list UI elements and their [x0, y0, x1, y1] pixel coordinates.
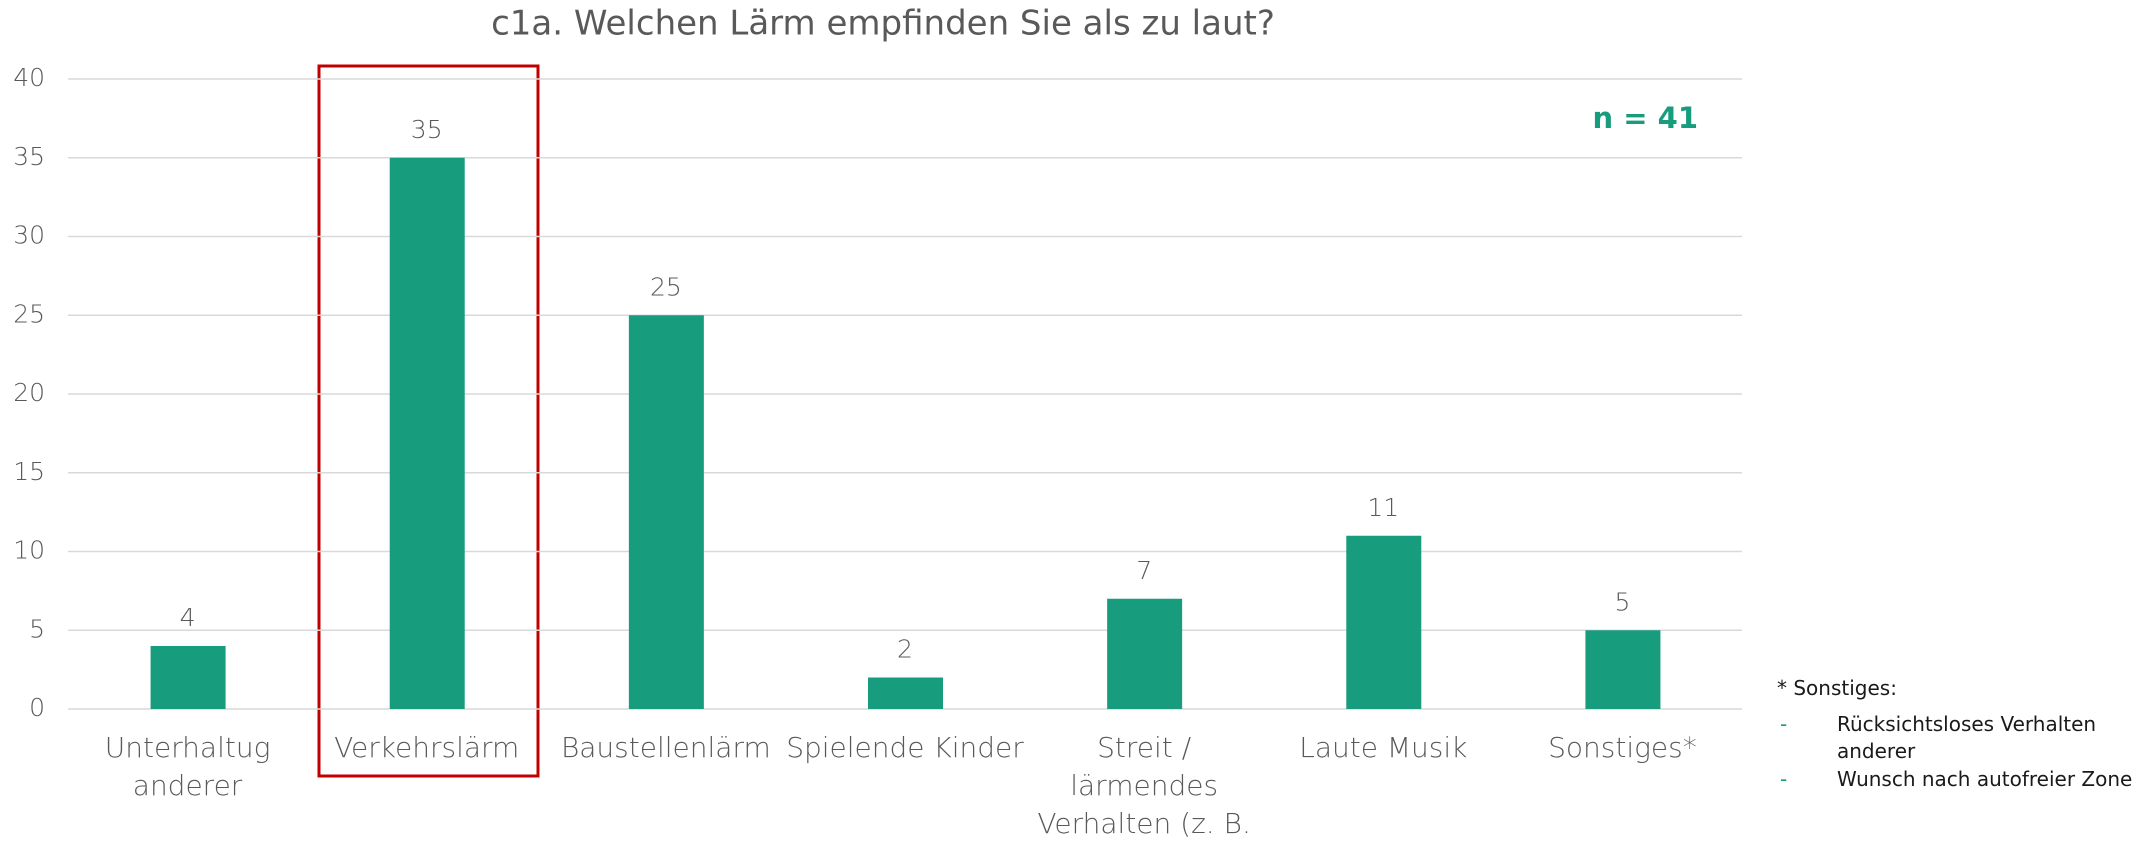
data-label: 11	[1367, 493, 1399, 522]
x-tick-label: Sonstiges*	[1548, 731, 1697, 764]
data-label: 7	[1136, 556, 1152, 585]
y-tick-label: 5	[29, 614, 45, 643]
data-label: 5	[1614, 587, 1630, 616]
footnote-item: Wunsch nach autofreier Zone	[1837, 767, 2133, 791]
data-label: 4	[180, 603, 196, 632]
x-tick-label: Verkehrslärm	[334, 731, 520, 764]
bar	[1585, 630, 1661, 709]
x-tick-label: Laute Musik	[1299, 731, 1468, 764]
n-annotation: n = 41	[1593, 101, 1699, 135]
y-tick-label: 10	[13, 536, 45, 565]
footnote-item: Rücksichtsloses Verhalten anderer	[1837, 712, 2097, 763]
y-tick-label: 15	[13, 457, 45, 486]
chart-title: c1a. Welchen Lärm empfinden Sie als zu l…	[491, 4, 1275, 44]
x-tick-label: Baustellenlärm	[560, 731, 771, 764]
bar	[150, 646, 226, 709]
bar	[868, 677, 943, 709]
bar	[628, 315, 704, 709]
bullet-dash: -	[1780, 767, 1788, 791]
data-label: 2	[897, 635, 913, 664]
x-tick-label: Unterhaltug anderer	[104, 731, 271, 802]
highlight-box	[317, 64, 540, 778]
footnote-title: * Sonstiges:	[1777, 676, 1897, 700]
bar	[1346, 535, 1422, 709]
y-tick-label: 35	[13, 142, 45, 171]
x-tick-label: Streit / lärmendes Verhalten (z. B. Skat…	[1037, 731, 1251, 840]
y-tick-label: 0	[29, 693, 45, 722]
x-tick-label: Spielende Kinder	[786, 731, 1024, 764]
y-tick-label: 30	[13, 221, 45, 250]
bar	[389, 157, 465, 709]
y-tick-label: 40	[13, 63, 45, 92]
data-label: 35	[411, 115, 443, 144]
y-tick-label: 20	[13, 378, 45, 407]
bullet-dash: -	[1780, 712, 1788, 736]
data-label: 25	[650, 272, 682, 301]
bar	[1107, 598, 1183, 709]
y-tick-label: 25	[13, 299, 45, 328]
